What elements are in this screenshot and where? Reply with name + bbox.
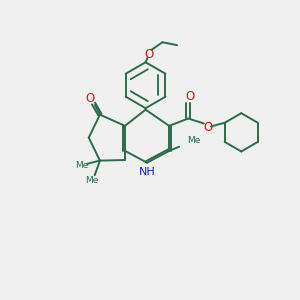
Text: Me: Me [187,136,200,146]
Text: O: O [185,90,194,103]
Text: O: O [145,47,154,61]
Text: Me: Me [75,160,88,169]
Text: O: O [203,121,213,134]
Text: O: O [85,92,94,105]
Text: NH: NH [139,167,155,177]
Text: Me: Me [85,176,98,185]
